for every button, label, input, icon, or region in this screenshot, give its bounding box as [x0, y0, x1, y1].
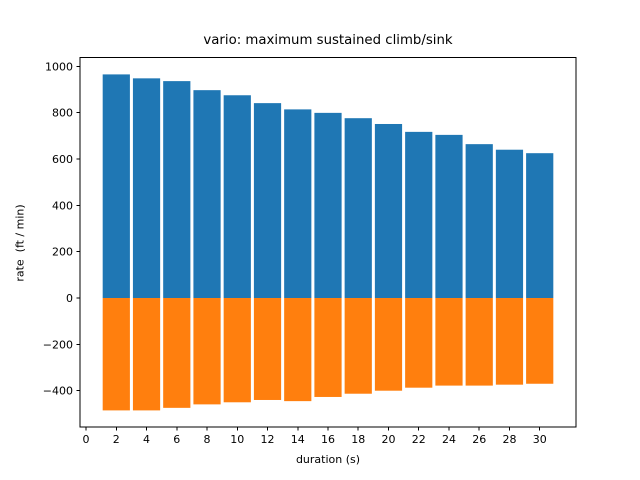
- x-tick-label: 12: [261, 433, 275, 446]
- bar-sink-8: [193, 298, 221, 405]
- x-tick-label: 18: [351, 433, 365, 446]
- bar-sink-22: [405, 298, 433, 388]
- bar-climb-14: [284, 109, 312, 299]
- x-tick-label: 30: [533, 433, 547, 446]
- bar-climb-12: [253, 103, 282, 299]
- x-axis-label: duration (s): [295, 453, 361, 466]
- y-tick-label: 400: [52, 199, 73, 212]
- bar-climb-20: [374, 123, 403, 299]
- bar-sink-26: [465, 298, 493, 386]
- bar-climb-10: [223, 95, 251, 299]
- bar-climb-4: [132, 78, 161, 299]
- bar-sink-12: [253, 298, 282, 400]
- y-tick-label: 600: [52, 153, 73, 166]
- bar-climb-8: [193, 90, 221, 299]
- x-tick-label: 14: [291, 433, 305, 446]
- bar-climb-22: [405, 131, 433, 299]
- x-tick-label: 0: [83, 433, 90, 446]
- bar-sink-16: [314, 298, 342, 397]
- bar-sink-28: [495, 298, 524, 385]
- bar-sink-10: [223, 298, 251, 403]
- y-tick-label: 1000: [45, 60, 73, 73]
- bar-sink-6: [163, 298, 191, 408]
- y-tick-label: 800: [52, 107, 73, 120]
- y-tick-label: −200: [43, 338, 73, 351]
- bar-sink-30: [526, 298, 554, 384]
- bar-climb-2: [102, 74, 130, 299]
- x-tick-label: 28: [502, 433, 516, 446]
- y-axis-label: rate (ft / min): [13, 204, 27, 282]
- x-tick-label: 2: [113, 433, 120, 446]
- x-tick-label: 22: [412, 433, 426, 446]
- bar-climb-28: [495, 149, 524, 299]
- x-tick-label: 26: [472, 433, 486, 446]
- bar-sink-20: [374, 298, 403, 391]
- x-tick-label: 10: [230, 433, 244, 446]
- bar-climb-24: [435, 134, 463, 299]
- y-tick-label: 0: [66, 292, 73, 305]
- bar-sink-24: [435, 298, 463, 386]
- bar-sink-2: [102, 298, 130, 411]
- bar-climb-6: [163, 81, 191, 299]
- y-tick-label: 200: [52, 246, 73, 259]
- bar-sink-4: [132, 298, 161, 411]
- x-tick-label: 8: [204, 433, 211, 446]
- x-tick-label: 6: [173, 433, 180, 446]
- x-tick-label: 16: [321, 433, 335, 446]
- bar-climb-26: [465, 144, 493, 299]
- bar-sink-14: [284, 298, 312, 402]
- bar-climb-16: [314, 112, 342, 299]
- chart-title: vario: maximum sustained climb/sink: [203, 33, 453, 48]
- bar-climb-18: [344, 118, 372, 299]
- y-tick-label: −400: [43, 385, 73, 398]
- x-tick-label: 20: [381, 433, 395, 446]
- bar-sink-18: [344, 298, 372, 394]
- bar-climb-30: [526, 153, 554, 299]
- x-tick-label: 24: [442, 433, 456, 446]
- x-tick-label: 4: [143, 433, 150, 446]
